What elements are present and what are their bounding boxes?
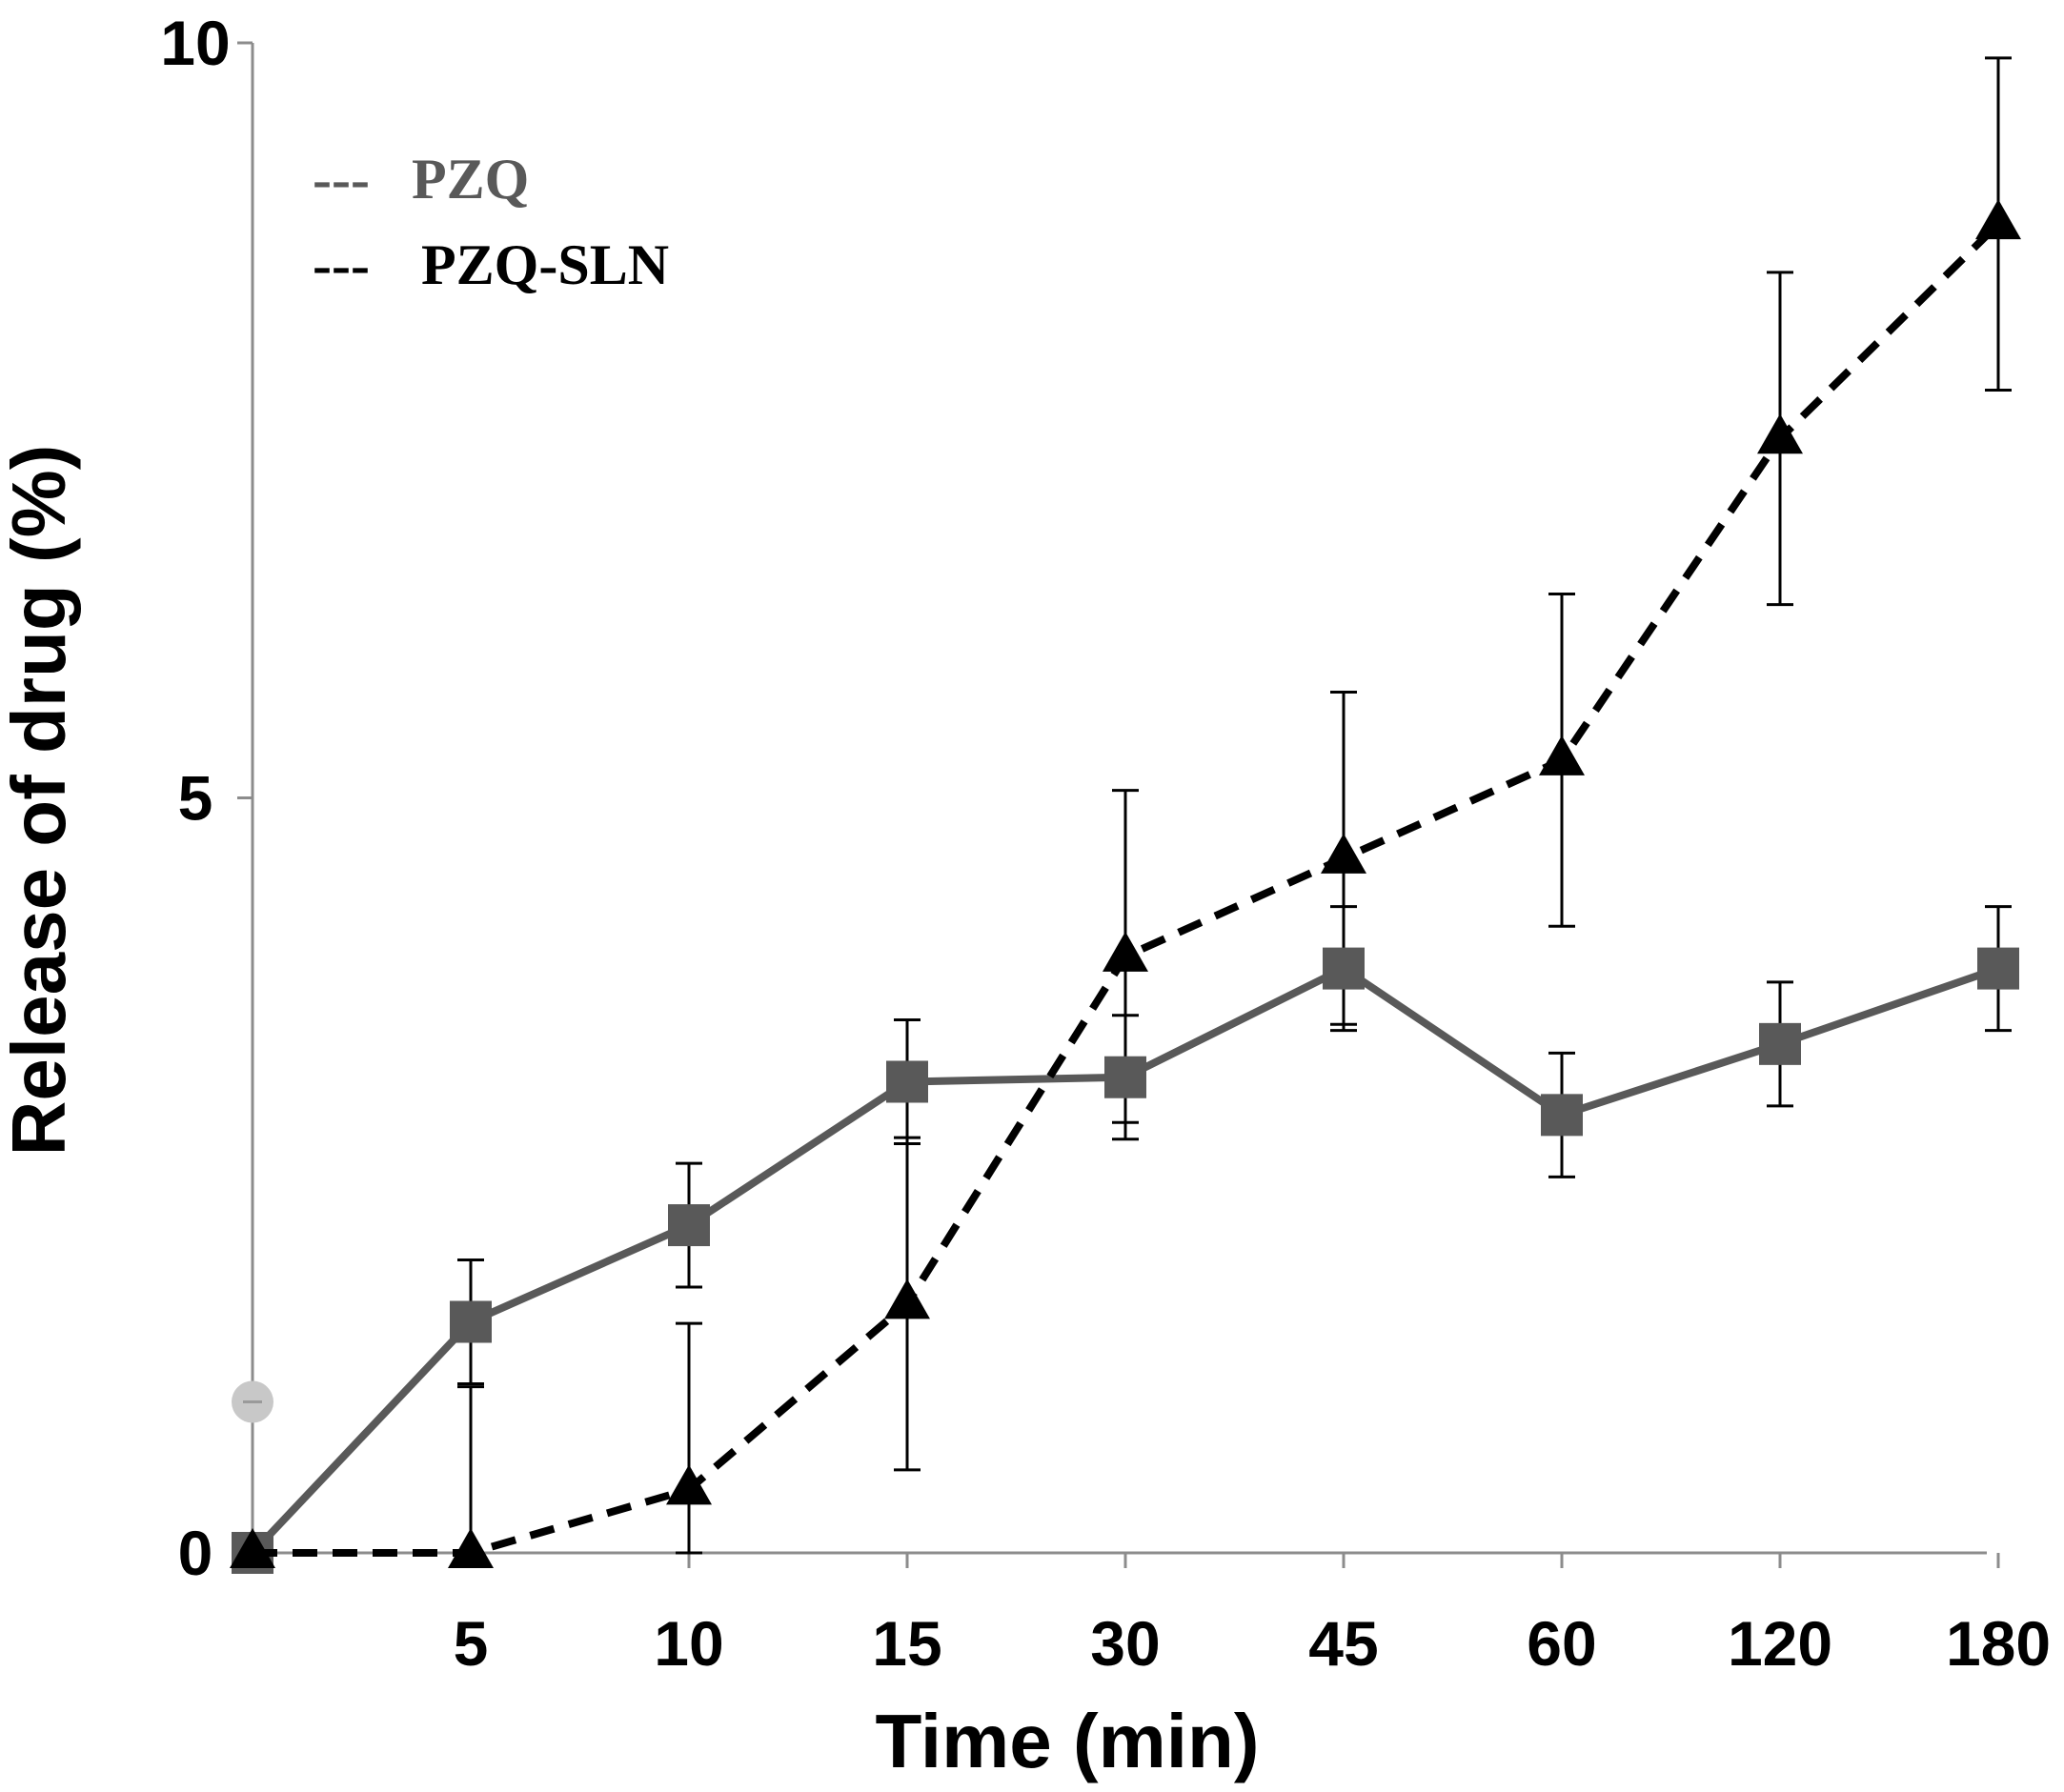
legend: --- PZQ --- PZQ-SLN — [313, 148, 669, 296]
y-tick-label: 5 — [178, 763, 213, 834]
x-tick-label: 45 — [1308, 1608, 1378, 1679]
data-point-square — [1977, 947, 2019, 990]
data-point-triangle — [448, 1527, 494, 1568]
error-bars-pzq-sln — [457, 56, 2012, 1555]
x-ticks: 5 10 15 30 45 60 120 180 — [454, 1553, 2051, 1679]
y-tick-label: 0 — [178, 1518, 213, 1588]
x-tick-label: 60 — [1527, 1608, 1596, 1679]
legend-pzq-sln-label: PZQ-SLN — [421, 233, 669, 296]
data-point-square — [668, 1204, 710, 1247]
x-tick-label: 15 — [872, 1608, 941, 1679]
error-bars-pzq — [457, 905, 2012, 1385]
data-point-triangle — [1975, 199, 2021, 240]
data-point-triangle — [1103, 931, 1148, 972]
annotation-layer — [232, 1380, 273, 1423]
data-point-square — [1104, 1056, 1146, 1098]
x-tick-label: 30 — [1090, 1608, 1160, 1679]
legend-pzq-label: PZQ — [412, 148, 529, 211]
data-point-triangle — [1539, 735, 1585, 775]
data-point-triangle — [1321, 833, 1366, 874]
legend-pzq-sln-dash: --- — [313, 233, 370, 296]
data-point-square — [450, 1300, 492, 1343]
x-tick-label: 5 — [454, 1608, 489, 1679]
data-point-square — [1323, 947, 1365, 990]
legend-pzq-dash: --- — [313, 148, 370, 211]
data-point-triangle — [884, 1279, 930, 1319]
y-tick-label: 10 — [160, 8, 230, 78]
x-tick-label: 180 — [1946, 1608, 2051, 1679]
y-ticks: 0 5 10 — [160, 8, 253, 1588]
series-layer — [230, 56, 2021, 1574]
data-point-square — [1759, 1022, 1801, 1065]
data-point-triangle — [666, 1464, 712, 1505]
data-point-triangle — [1757, 413, 1803, 454]
x-axis-title: Time (min) — [875, 1699, 1259, 1783]
data-point-square — [886, 1060, 928, 1103]
x-tick-label: 120 — [1728, 1608, 1832, 1679]
x-tick-label: 10 — [654, 1608, 723, 1679]
y-axis-title: Release of drug (%) — [0, 445, 81, 1157]
data-point-square — [1541, 1094, 1583, 1137]
data-point-triangle — [230, 1527, 275, 1568]
